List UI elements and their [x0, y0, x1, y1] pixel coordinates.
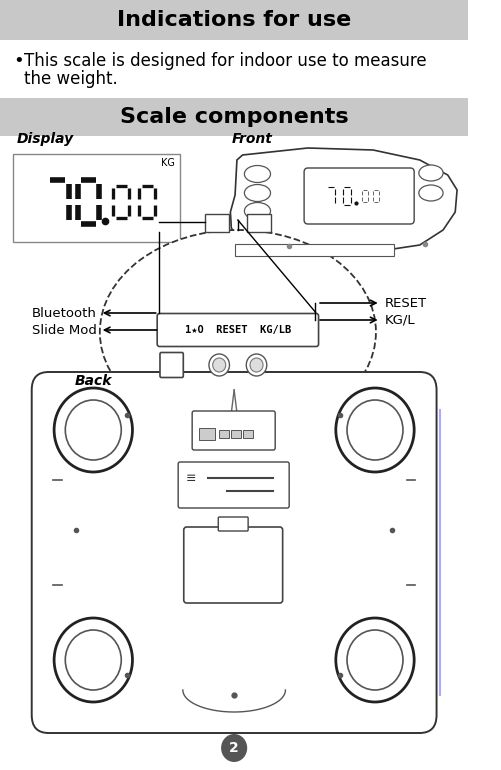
- Circle shape: [65, 400, 121, 460]
- Text: ≡: ≡: [185, 472, 196, 485]
- Bar: [234, 244, 393, 256]
- Circle shape: [246, 354, 266, 376]
- Circle shape: [346, 630, 402, 690]
- FancyBboxPatch shape: [178, 462, 289, 508]
- Circle shape: [54, 618, 132, 702]
- FancyBboxPatch shape: [160, 353, 183, 377]
- Text: Back: Back: [75, 374, 112, 388]
- Text: Scale components: Scale components: [120, 107, 348, 127]
- FancyBboxPatch shape: [304, 168, 413, 224]
- Circle shape: [220, 734, 246, 762]
- Text: This scale is designed for indoor use to measure: This scale is designed for indoor use to…: [24, 52, 426, 70]
- Ellipse shape: [100, 230, 375, 434]
- Bar: [219, 430, 228, 438]
- Bar: [246, 214, 271, 232]
- Bar: [0, 98, 467, 136]
- Polygon shape: [230, 148, 456, 254]
- Circle shape: [208, 354, 229, 376]
- Bar: [231, 430, 240, 438]
- Circle shape: [335, 618, 413, 702]
- FancyBboxPatch shape: [192, 411, 275, 450]
- Ellipse shape: [418, 185, 442, 201]
- Ellipse shape: [244, 166, 270, 182]
- FancyBboxPatch shape: [32, 372, 436, 733]
- Text: Indications for use: Indications for use: [117, 10, 351, 30]
- Text: KG: KG: [161, 158, 175, 168]
- Circle shape: [54, 388, 132, 472]
- Circle shape: [335, 388, 413, 472]
- Text: 2: 2: [229, 741, 238, 755]
- Circle shape: [212, 358, 225, 372]
- Circle shape: [249, 358, 263, 372]
- Bar: [198, 428, 215, 440]
- Text: Front: Front: [231, 132, 272, 146]
- Text: RESET: RESET: [384, 296, 425, 310]
- Ellipse shape: [418, 165, 442, 181]
- Text: KG/L: KG/L: [384, 313, 414, 326]
- Text: Slide Mod: Slide Mod: [32, 323, 97, 336]
- Text: •: •: [13, 52, 24, 70]
- Text: Display: Display: [17, 132, 74, 146]
- Bar: [13, 154, 180, 242]
- FancyBboxPatch shape: [183, 527, 282, 603]
- Ellipse shape: [244, 203, 270, 219]
- Bar: [243, 430, 253, 438]
- Ellipse shape: [244, 185, 270, 202]
- FancyBboxPatch shape: [218, 517, 247, 531]
- Bar: [205, 214, 229, 232]
- Circle shape: [65, 630, 121, 690]
- Text: the weight.: the weight.: [24, 70, 118, 88]
- Text: Bluetooth: Bluetooth: [32, 306, 97, 320]
- Bar: [0, 0, 467, 40]
- Text: 1★O  RESET  KG/LB: 1★O RESET KG/LB: [184, 325, 291, 335]
- Circle shape: [346, 400, 402, 460]
- FancyBboxPatch shape: [157, 313, 318, 346]
